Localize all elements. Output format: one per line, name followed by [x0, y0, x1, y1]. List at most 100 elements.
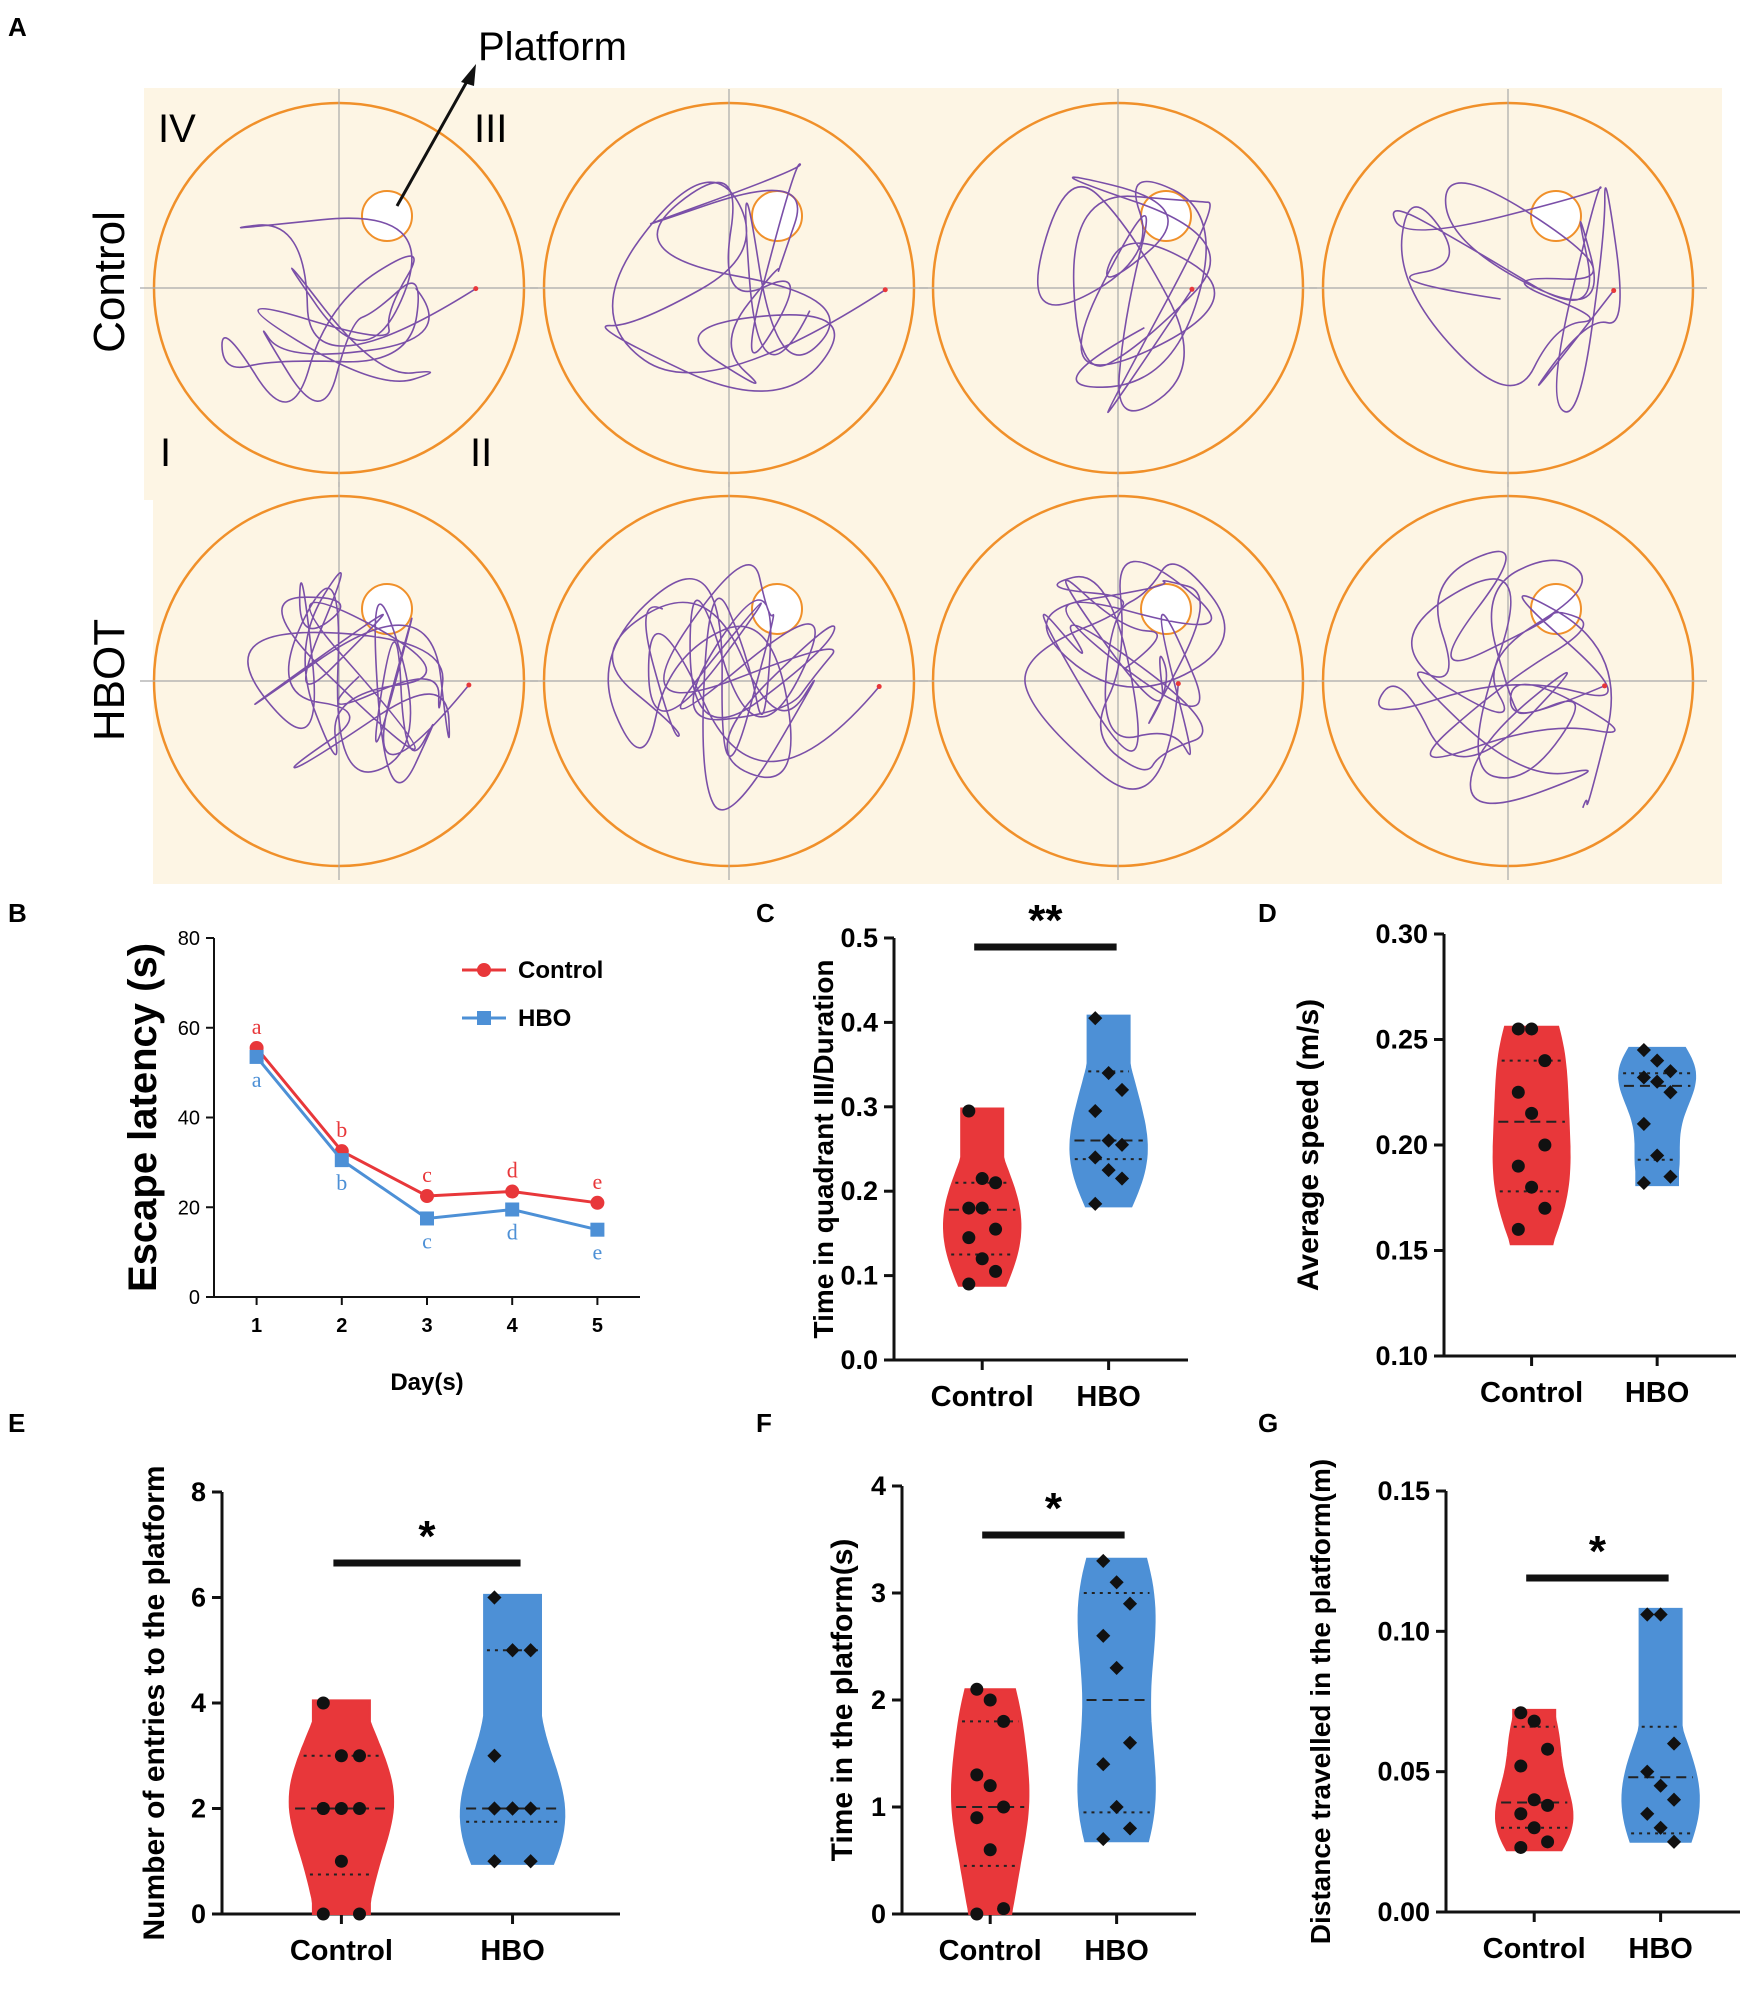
data-point-control	[997, 1800, 1011, 1814]
data-point-hbo	[1640, 1764, 1655, 1779]
swim-path	[247, 572, 470, 784]
data-point-control	[353, 1907, 367, 1921]
legend-marker-hbo	[477, 1011, 491, 1025]
platform-circle	[1140, 583, 1192, 635]
legend-marker-control	[477, 963, 491, 977]
y-tick-label: 3	[871, 1578, 886, 1608]
data-point-control	[962, 1104, 976, 1118]
data-point-control	[1514, 1840, 1528, 1854]
data-point-control	[1527, 1821, 1541, 1835]
y-tick-label: 6	[191, 1583, 206, 1613]
panel-letter-d: D	[1258, 898, 1277, 928]
data-point-hbo	[1114, 1082, 1130, 1097]
y-axis-label: Escape latency (s)	[121, 943, 165, 1292]
data-point-hbo	[1653, 1778, 1668, 1793]
data-point-control	[1541, 1835, 1555, 1849]
x-tick-label: 5	[592, 1315, 603, 1337]
data-point-control	[1511, 1222, 1525, 1236]
x-tick-label: 3	[421, 1315, 432, 1337]
path-start-dot	[473, 286, 479, 292]
x-tick-label: HBO	[1076, 1381, 1140, 1413]
data-point-hbo	[1666, 1792, 1682, 1807]
data-point-control	[983, 1779, 997, 1793]
x-tick-label: Control	[1480, 1377, 1583, 1409]
data-point-control	[997, 1714, 1011, 1728]
y-tick-label: 0.5	[840, 923, 878, 953]
y-tick-label: 20	[178, 1197, 200, 1219]
data-point-hbo	[334, 1153, 349, 1168]
data-point-hbo	[487, 1854, 502, 1869]
x-tick-label: Control	[1483, 1933, 1586, 1965]
swim-path	[221, 217, 477, 403]
data-point-hbo	[487, 1748, 502, 1763]
y-tick-label: 2	[191, 1794, 206, 1824]
data-point-hbo	[1088, 1103, 1103, 1119]
data-point-control	[1514, 1706, 1528, 1720]
y-tick-label: 0.1	[840, 1261, 878, 1291]
data-point-hbo	[1101, 1163, 1116, 1178]
significance-letter: a	[252, 1014, 262, 1039]
data-point-control	[989, 1222, 1003, 1236]
y-tick-label: 0.05	[1377, 1757, 1430, 1787]
data-point-hbo	[505, 1801, 520, 1816]
data-point-control	[970, 1907, 984, 1921]
panel-letter-b: B	[8, 898, 27, 928]
data-point-control	[962, 1231, 976, 1245]
panel-a-swim-paths	[140, 88, 1722, 884]
data-point-hbo	[1114, 1171, 1130, 1186]
data-point-control	[1527, 1714, 1541, 1728]
x-tick-label: HBO	[1628, 1933, 1692, 1965]
data-point-hbo	[1650, 1148, 1665, 1163]
data-point-control	[316, 1696, 330, 1710]
data-point-control	[997, 1902, 1011, 1916]
data-point-hbo	[1109, 1575, 1124, 1590]
x-tick-label: Control	[939, 1935, 1042, 1967]
violin-control	[943, 1107, 1022, 1287]
data-point-control	[1511, 1022, 1525, 1036]
y-tick-label: 0.30	[1375, 919, 1428, 949]
path-start-dot	[1602, 683, 1608, 689]
y-tick-label: 60	[178, 1018, 200, 1040]
violin-control	[1492, 1025, 1571, 1246]
data-point-hbo	[1663, 1085, 1678, 1100]
x-axis-label: Day(s)	[390, 1369, 463, 1396]
swim-path	[1378, 550, 1616, 809]
data-point-hbo	[1663, 1064, 1678, 1079]
data-point-control	[1525, 1180, 1539, 1194]
x-tick-label: 2	[336, 1315, 347, 1337]
y-tick-label: 8	[191, 1477, 206, 1507]
swim-path	[1036, 176, 1216, 414]
data-point-hbo	[1122, 1735, 1138, 1750]
data-point-control	[316, 1907, 330, 1921]
data-point-hbo	[1088, 1196, 1103, 1211]
panel-b-escape-latency-chart: 0 20 40 60 80 1 2 3 4 5 Day(s) Escape latency (s) a b…	[121, 928, 640, 1396]
y-tick-label: 0.3	[840, 1092, 878, 1122]
y-axis-label: Time in quadrant III/Duration	[808, 959, 839, 1338]
data-point-control	[1514, 1759, 1528, 1773]
data-point-control	[970, 1768, 984, 1782]
y-tick-label: 0.15	[1375, 1236, 1428, 1266]
significance-letter: e	[593, 1240, 603, 1265]
path-start-dot	[466, 682, 472, 688]
significance-stars: **	[1028, 896, 1063, 945]
panel-letter-e: E	[8, 1408, 25, 1438]
x-tick-label: 4	[507, 1315, 519, 1337]
x-tick-label: HBO	[1084, 1935, 1148, 1967]
data-point-hbo	[420, 1211, 434, 1226]
data-point-hbo	[1096, 1757, 1111, 1772]
data-point-hbo	[1088, 1150, 1103, 1165]
data-point-hbo	[1636, 1116, 1651, 1131]
data-point-hbo	[1114, 1137, 1130, 1152]
y-tick-label: 2	[871, 1685, 886, 1715]
data-point-control	[505, 1184, 520, 1199]
data-point-control	[989, 1264, 1003, 1278]
data-point-hbo	[505, 1202, 520, 1217]
data-point-hbo	[523, 1801, 538, 1816]
x-tick-label: Control	[290, 1935, 393, 1967]
data-point-hbo	[1650, 1053, 1665, 1068]
data-point-control	[1525, 1022, 1539, 1036]
data-point-control	[970, 1811, 984, 1825]
y-tick-label: 0.10	[1377, 1616, 1430, 1646]
